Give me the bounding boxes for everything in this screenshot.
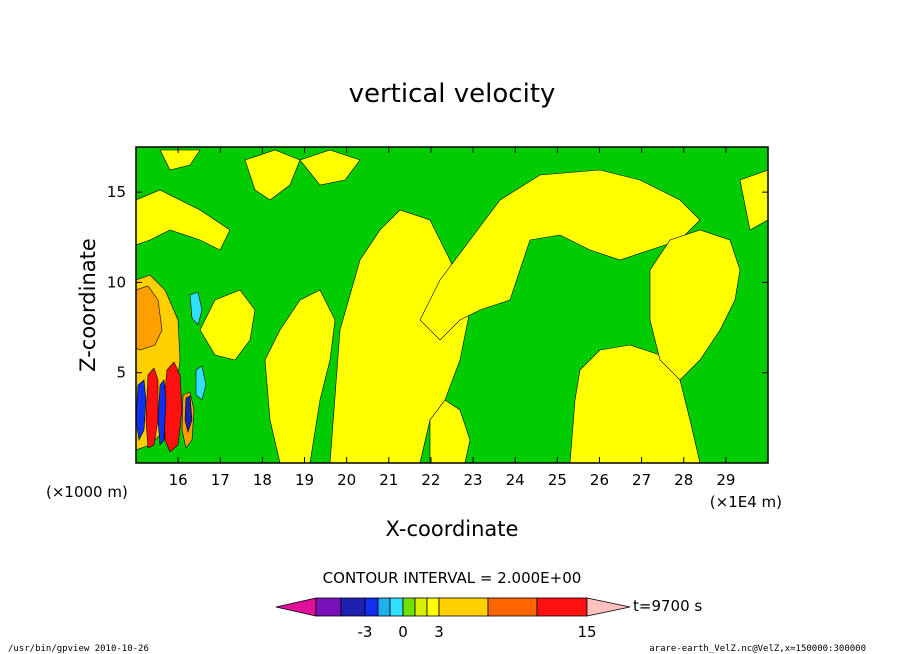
- x-axis-label: X-coordinate: [386, 517, 519, 541]
- footer-right: arare-earth_VelZ.nc@VelZ,x=150000:300000: [649, 644, 866, 654]
- colorbar-band: [364, 597, 379, 617]
- colorbar-tick-label: 15: [577, 623, 596, 641]
- contour-interval-text: CONTOUR INTERVAL = 2.000E+00: [323, 569, 582, 587]
- colorbar-tick-label: -3: [358, 623, 373, 641]
- yellow-region: [199, 289, 256, 361]
- yellow-region: [419, 169, 701, 341]
- dark-blue-downdraft: [184, 395, 193, 434]
- yellow-region: [159, 149, 201, 171]
- colorbar-band: [377, 597, 391, 617]
- x-tick-label: 23: [464, 471, 483, 489]
- x-tick-label: 27: [632, 471, 651, 489]
- chart-title: vertical velocity: [349, 79, 556, 109]
- x-axis-ticks: 16 17 18 19 20 21 22 23 24 25 26 27 28 29: [169, 147, 735, 489]
- yellow-region: [244, 149, 301, 201]
- plot-frame: [135, 146, 769, 464]
- colorbar-tick-label: 0: [398, 623, 408, 641]
- colorbar-band: [402, 597, 416, 617]
- colorbar-band: [340, 597, 366, 617]
- colorbar-band: [414, 597, 428, 617]
- x-tick-label: 16: [169, 471, 188, 489]
- colorbar-band: [438, 597, 489, 617]
- yellow-region: [136, 189, 231, 251]
- y-tick-label: 5: [116, 364, 126, 382]
- y-axis-ticks: 5 10 15: [107, 183, 768, 382]
- x-tick-label: 29: [716, 471, 735, 489]
- y-tick-label: 10: [107, 273, 126, 291]
- x-tick-label: 25: [548, 471, 567, 489]
- colorbar-arrow-high: [586, 597, 631, 617]
- x-tick-label: 22: [421, 471, 440, 489]
- x-tick-label: 18: [253, 471, 272, 489]
- x-unit-label: (×1E4 m): [710, 493, 782, 511]
- colorbar-tick-label: 3: [434, 623, 444, 641]
- x-tick-label: 26: [590, 471, 609, 489]
- colorbar: -3 0 3 15: [275, 597, 631, 641]
- yellow-region: [649, 229, 741, 381]
- yellow-region: [429, 399, 471, 463]
- yellow-region: [264, 289, 336, 463]
- colorbar-band: [426, 597, 440, 617]
- x-tick-label: 19: [295, 471, 314, 489]
- time-label: t=9700 s: [633, 597, 702, 615]
- yellow-region: [739, 169, 768, 231]
- x-tick-label: 28: [674, 471, 693, 489]
- x-tick-label: 20: [337, 471, 356, 489]
- cyan-downdraft: [195, 365, 207, 401]
- x-tick-label: 24: [506, 471, 525, 489]
- colorbar-band: [487, 597, 538, 617]
- red-updraft: [145, 367, 159, 449]
- contour-fields: [136, 149, 768, 463]
- y-tick-label: 15: [107, 183, 126, 201]
- y-axis-label: Z-coordinate: [76, 238, 100, 372]
- cyan-downdraft: [189, 291, 203, 326]
- blue-downdraft: [157, 379, 167, 446]
- footer-left: /usr/bin/gpview 2010-10-26: [8, 644, 149, 654]
- x-tick-label: 21: [379, 471, 398, 489]
- colorbar-band: [389, 597, 404, 617]
- yellow-region: [569, 344, 701, 463]
- blue-downdraft: [136, 379, 147, 441]
- colorbar-band: [536, 597, 588, 617]
- colorbar-band: [315, 597, 342, 617]
- x-tick-label: 17: [211, 471, 230, 489]
- y-unit-label: (×1000 m): [46, 483, 128, 501]
- plot-area: 16 17 18 19 20 21 22 23 24 25 26 27 28 29 5 10 15: [107, 146, 769, 489]
- yellow-region: [299, 149, 361, 186]
- colorbar-arrow-low: [275, 597, 317, 617]
